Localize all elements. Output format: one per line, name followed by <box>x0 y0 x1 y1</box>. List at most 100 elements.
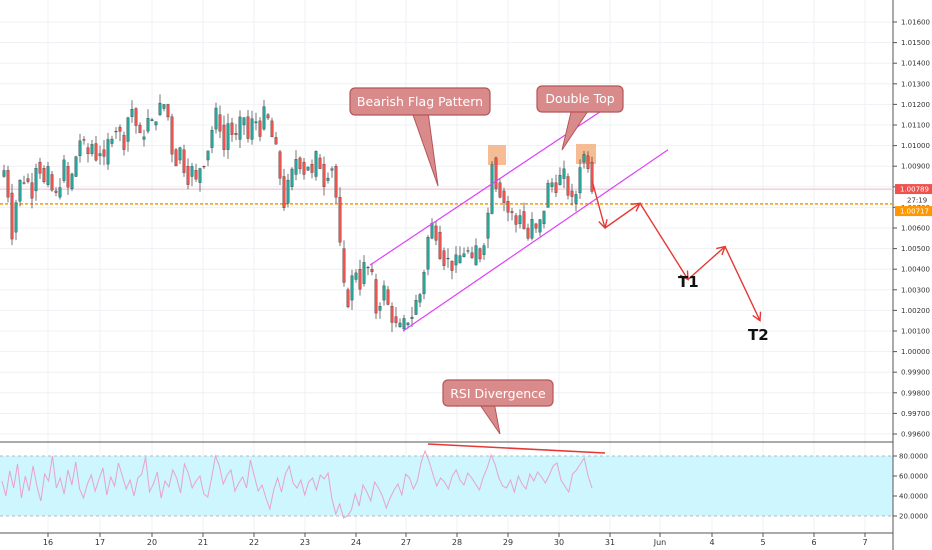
price-tick-label: 1.00300 <box>901 286 930 294</box>
candle-body <box>218 114 222 132</box>
countdown-tag-bg <box>895 195 932 206</box>
price-tick-label: 1.00000 <box>901 348 930 356</box>
candle-body <box>202 166 206 168</box>
candle-body <box>182 149 186 173</box>
candle-body <box>198 168 202 183</box>
rsi-tick-label: 40.0000 <box>899 493 928 501</box>
price-tick-label: 1.00200 <box>901 307 930 315</box>
time-tick-label: 5 <box>760 538 765 547</box>
candle-body <box>286 179 290 204</box>
candle-body <box>82 139 86 141</box>
candle-body <box>250 118 254 140</box>
candle-body <box>542 210 546 225</box>
candle-body <box>586 155 590 169</box>
candle-body <box>158 102 162 115</box>
candle-body <box>566 176 570 196</box>
price-tick-label: 1.01400 <box>901 60 930 68</box>
flag-lower-line <box>402 149 669 332</box>
target-2-label: T2 <box>748 326 769 344</box>
price-tick-label: 0.99800 <box>901 389 930 397</box>
candle-body <box>210 129 214 148</box>
projection-segment <box>724 246 761 321</box>
candle-body <box>342 248 346 283</box>
candle-body <box>334 166 338 198</box>
candle-body <box>22 182 26 184</box>
projection-segment <box>687 246 726 281</box>
candle-body <box>546 182 550 208</box>
candle-body <box>266 114 270 119</box>
candle-body <box>386 289 390 305</box>
candle-body <box>450 260 454 271</box>
candle-body <box>370 269 374 273</box>
price-tick-label: 0.99900 <box>901 369 930 377</box>
price-tick-label: 1.01300 <box>901 80 930 88</box>
price-tick-label: 1.01100 <box>901 122 930 130</box>
candle-body <box>514 215 518 225</box>
time-axis: 16 17 20 21 22 23 24 27 28 29 30 31 Jun 4 5 6 7 <box>43 533 868 547</box>
candle-body <box>322 163 326 187</box>
candle-body <box>418 294 422 303</box>
candle-body <box>538 219 542 233</box>
candle-body <box>66 166 70 188</box>
candle-body <box>378 306 382 311</box>
price-tick-label: 0.99600 <box>901 431 930 439</box>
candle-body <box>222 124 226 150</box>
candle-body <box>214 107 218 130</box>
price-tick-label: 0.99700 <box>901 410 930 418</box>
time-tick-label: 23 <box>300 538 310 547</box>
candle-body <box>398 322 402 328</box>
callout-rsi-divergence-label: RSI Divergence <box>450 386 546 401</box>
candle-body <box>470 252 474 258</box>
candle-body <box>118 126 122 132</box>
callout-bearish-flag-box <box>349 87 491 116</box>
candle-body <box>554 182 558 193</box>
time-tick-label: 24 <box>351 538 361 547</box>
candle-body <box>590 161 594 192</box>
candle-body <box>142 136 146 140</box>
projection-path <box>591 180 762 323</box>
projection-segment <box>591 180 606 229</box>
candle-body <box>518 215 522 225</box>
time-tick-label: 6 <box>811 538 816 547</box>
price-tick-label: 1.01200 <box>901 101 930 109</box>
candle-body <box>306 166 310 171</box>
candle-body <box>310 163 314 173</box>
candle-body <box>166 104 170 118</box>
candle-body <box>14 202 18 233</box>
current-price-tag-text: 1.00789 <box>900 186 929 194</box>
candle-body <box>154 121 158 126</box>
candle-body <box>234 133 238 135</box>
candle-body <box>478 248 482 260</box>
price-tick-label: 1.00600 <box>901 225 930 233</box>
candle-body <box>326 177 330 181</box>
candle-body <box>178 147 182 161</box>
time-tick-label: 29 <box>503 538 513 547</box>
candle-body <box>126 117 130 142</box>
candle-body <box>254 121 258 124</box>
rsi-tick-label: 60.0000 <box>899 473 928 481</box>
candle-body <box>302 161 306 175</box>
candle-body <box>230 122 234 135</box>
candle-body <box>74 156 78 177</box>
candle-body <box>134 108 138 126</box>
candle-body <box>54 190 58 193</box>
rsi-divergence-line <box>427 443 606 454</box>
candle-body <box>138 124 142 134</box>
candle-body <box>94 143 98 161</box>
countdown-tag-text: 27:19 <box>907 197 927 205</box>
time-tick-label: 21 <box>198 538 208 547</box>
candle-body <box>238 116 242 140</box>
candle-body <box>50 174 54 191</box>
candle-body <box>282 176 286 208</box>
candle-body <box>314 151 318 177</box>
candle-body <box>290 168 294 187</box>
projection-segment <box>604 202 641 229</box>
callout-double-top: Double Top <box>536 85 624 151</box>
candle-body <box>330 168 334 171</box>
candle-body <box>574 194 578 204</box>
rsi-line <box>1 449 593 519</box>
candle-body <box>358 269 362 290</box>
price-tick-label: 1.00500 <box>901 245 930 253</box>
candle-body <box>562 168 566 179</box>
